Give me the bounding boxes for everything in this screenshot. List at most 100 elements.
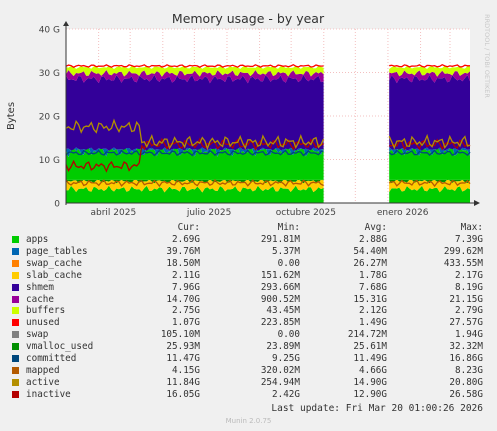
legend-row-active: active 11.84G 254.94M 14.90G 20.80G	[12, 377, 487, 389]
legend-value-cur: 105.10M	[160, 329, 200, 341]
legend-value-max: 1.94G	[455, 329, 483, 341]
legend-swatch	[12, 236, 19, 243]
legend-value-min: 9.25G	[272, 353, 300, 364]
legend-value-avg: 4.66G	[359, 364, 387, 376]
generator-credit: Munin 2.0.75	[225, 417, 272, 425]
legend-series-name: committed	[26, 353, 77, 364]
legend-value-max: 16.86G	[449, 353, 483, 364]
line-mapped	[65, 179, 324, 188]
legend-value-cur: 25.93M	[166, 341, 200, 353]
legend-value-cur: 39.76M	[166, 245, 200, 257]
legend-value-avg: 2.88G	[359, 234, 387, 245]
legend-swatch	[12, 259, 19, 267]
line-active	[65, 118, 325, 151]
y-tick-label: 20 G	[39, 113, 60, 123]
legend-value-max: 21.15G	[449, 293, 483, 305]
area-shmem	[66, 74, 324, 151]
legend-value-cur: 4.15G	[172, 364, 200, 376]
y-ticks: 0 10 G 20 G 30 G 40 G	[39, 26, 61, 210]
legend-value-cur: 2.75G	[172, 305, 200, 317]
legend-row-page-tables: page_tables 39.76M 5.37M 54.40M 299.62M	[12, 246, 487, 258]
legend-value-cur: 1.07G	[172, 317, 200, 329]
legend-value-max: 27.57G	[449, 317, 483, 329]
legend-swatch	[12, 390, 19, 398]
legend-value-avg: 1.49G	[359, 317, 387, 329]
legend-row-unused: unused 1.07G 223.85M 1.49G 27.57G	[12, 317, 487, 329]
chart-title: Memory usage - by year	[172, 11, 325, 26]
legend-row-swap: swap 105.10M 0.00 214.72M 1.94G	[12, 329, 487, 341]
line-active	[388, 133, 471, 150]
legend-header-max: Max:	[460, 222, 483, 233]
legend-series-name: swap_cache	[26, 257, 82, 269]
legend-series-name: page_tables	[26, 245, 88, 257]
axes	[63, 21, 480, 206]
legend-swatch	[12, 283, 19, 291]
legend-swatch	[12, 378, 19, 386]
legend-row-vmalloc-used: vmalloc_used 25.93M 23.89M 25.61M 32.32M	[12, 341, 487, 353]
legend-value-cur: 11.84G	[166, 376, 200, 388]
legend-value-cur: 2.69G	[172, 234, 200, 245]
legend-value-max: 20.80G	[449, 376, 483, 388]
y-axis-label: Bytes	[6, 102, 17, 130]
area-page	[389, 144, 470, 157]
legend-value-max: 7.39G	[455, 234, 483, 245]
legend-swatch	[12, 307, 19, 315]
legend-series-name: shmem	[26, 281, 54, 293]
legend-value-min: 23.89M	[266, 341, 300, 353]
area-apps	[389, 185, 470, 203]
area-slab	[389, 179, 470, 193]
y-tick-label: 10 G	[39, 156, 60, 166]
legend-swatch	[12, 366, 19, 374]
legend-value-cur: 2.11G	[172, 269, 200, 281]
legend-value-min: 5.37M	[272, 245, 300, 257]
legend-row-shmem: shmem 7.96G 293.66M 7.68G 8.19G	[12, 282, 487, 294]
legend-value-min: 151.62M	[260, 269, 300, 281]
legend-value-cur: 14.70G	[166, 293, 200, 305]
legend-value-cur: 11.47G	[166, 353, 200, 364]
x-tick-label: octubre 2025	[276, 208, 336, 218]
legend-swatch	[12, 295, 19, 303]
legend-series-name: swap	[26, 329, 49, 341]
legend-value-max: 2.17G	[455, 269, 483, 281]
legend-row-cache: cache 14.70G 900.52M 15.31G 21.15G	[12, 294, 487, 306]
legend-value-min: 0.00	[277, 329, 300, 341]
legend-value-min: 900.52M	[260, 293, 300, 305]
legend-series-name: slab_cache	[26, 269, 82, 281]
legend-swatch	[12, 319, 19, 327]
legend-value-avg: 26.27M	[353, 257, 387, 269]
watermark: RRDTOOL / TOBI OETIKER	[483, 14, 491, 98]
legend-swatch	[12, 343, 19, 351]
legend-series-name: mapped	[26, 364, 60, 376]
legend-header-avg: Avg:	[364, 222, 387, 233]
area-cache	[66, 70, 324, 84]
series-areas	[66, 65, 470, 203]
legend-series-name: buffers	[26, 305, 66, 317]
x-tick-label: enero 2026	[377, 208, 429, 218]
legend-value-avg: 2.12G	[359, 305, 387, 317]
legend-value-avg: 11.49G	[353, 353, 387, 364]
legend-series-name: cache	[26, 293, 54, 305]
area-apps	[66, 185, 324, 203]
legend-row-apps: apps 2.69G 291.81M 2.88G 7.39G	[12, 234, 487, 246]
legend-value-avg: 54.40M	[353, 245, 387, 257]
legend-value-avg: 7.68G	[359, 281, 387, 293]
legend-value-max: 433.55M	[443, 257, 483, 269]
y-tick-label: 40 G	[39, 26, 60, 36]
legend-value-min: 223.85M	[260, 317, 300, 329]
legend-series-name: inactive	[26, 388, 71, 400]
legend-value-min: 43.45M	[266, 305, 300, 317]
legend-row-swap-cache: swap_cache 18.50M 0.00 26.27M 433.55M	[12, 258, 487, 270]
y-tick-label: 30 G	[39, 69, 60, 79]
legend-value-max: 8.23G	[455, 364, 483, 376]
legend-value-min: 320.02M	[260, 364, 300, 376]
last-update: Last update: Fri Mar 20 01:00:26 2026	[271, 403, 483, 414]
legend-row-buffers: buffers 2.75G 43.45M 2.12G 2.79G	[12, 305, 487, 317]
legend-value-cur: 16.05G	[166, 388, 200, 400]
series-lines	[65, 63, 471, 188]
legend-value-max: 299.62M	[443, 245, 483, 257]
line-committed	[388, 149, 471, 157]
line-mapped	[388, 179, 471, 188]
legend-value-avg: 1.78G	[359, 269, 387, 281]
area-page	[66, 144, 324, 158]
